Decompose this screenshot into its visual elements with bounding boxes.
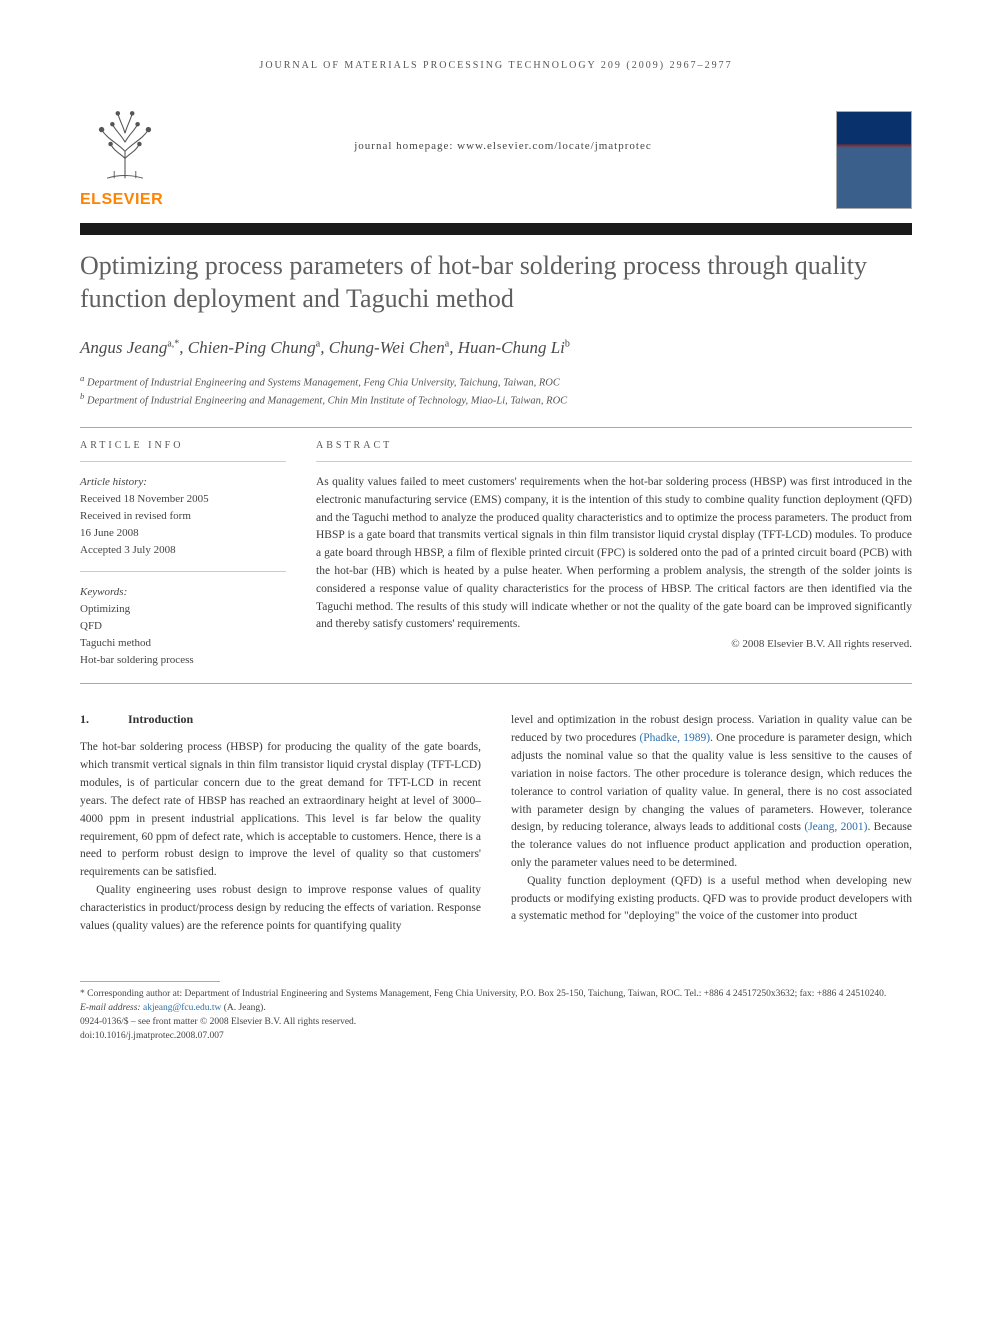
keyword: Hot-bar soldering process [80, 652, 286, 669]
affiliation-line: a Department of Industrial Engineering a… [80, 372, 912, 391]
divider [80, 683, 912, 684]
email-link[interactable]: akjeang@fcu.edu.tw [143, 1003, 221, 1013]
body-columns: 1.Introduction The hot-bar soldering pro… [80, 712, 912, 935]
author-mark: a,* [167, 338, 179, 349]
author-mark: a [316, 338, 320, 349]
abstract-text: As quality values failed to meet custome… [316, 474, 912, 634]
info-abstract-row: ARTICLE INFO Article history: Received 1… [80, 440, 912, 669]
history-accepted: Accepted 3 July 2008 [80, 542, 286, 559]
affiliation-line: b Department of Industrial Engineering a… [80, 390, 912, 409]
body-text: level and optimization in the robust des… [511, 712, 912, 926]
author-name: Angus Jeang [80, 338, 167, 357]
divider [316, 461, 912, 462]
publisher-block: ELSEVIER [80, 99, 170, 209]
keywords-block: Keywords: Optimizing QFD Taguchi method … [80, 584, 286, 669]
citation-link[interactable]: (Phadke, 1989) [639, 732, 710, 744]
history-received: Received 18 November 2005 [80, 491, 286, 508]
author-mark: b [565, 338, 570, 349]
keyword: Optimizing [80, 601, 286, 618]
doi-line: doi:10.1016/j.jmatprotec.2008.07.007 [80, 1030, 912, 1044]
authors-list: Angus Jeanga,*, Chien-Ping Chunga, Chung… [80, 338, 912, 358]
keywords-label: Keywords: [80, 584, 286, 601]
history-revised: Received in revised form [80, 508, 286, 525]
divider [80, 461, 286, 462]
publisher-name: ELSEVIER [80, 191, 163, 209]
section-heading: 1.Introduction [80, 712, 481, 727]
journal-homepage: journal homepage: www.elsevier.com/locat… [170, 140, 836, 168]
article-history: Article history: Received 18 November 20… [80, 474, 286, 559]
history-label: Article history: [80, 474, 286, 491]
section-title: Introduction [128, 712, 193, 726]
corresponding-author-note: * Corresponding author at: Department of… [80, 988, 912, 1002]
footnotes: * Corresponding author at: Department of… [80, 988, 912, 1043]
body-column-right: level and optimization in the robust des… [511, 712, 912, 935]
divider [80, 571, 286, 572]
article-info-column: ARTICLE INFO Article history: Received 1… [80, 440, 286, 669]
author-name: Chien-Ping Chung [188, 338, 316, 357]
keyword: Taguchi method [80, 635, 286, 652]
history-revised-date: 16 June 2008 [80, 525, 286, 542]
citation-link[interactable]: (Jeang, 2001) [804, 821, 867, 833]
email-line: E-mail address: akjeang@fcu.edu.tw (A. J… [80, 1002, 912, 1016]
author-name: Huan-Chung Li [458, 338, 565, 357]
divider [80, 427, 912, 428]
author-name: Chung-Wei Chen [329, 338, 445, 357]
affiliations: a Department of Industrial Engineering a… [80, 372, 912, 409]
paragraph: The hot-bar soldering process (HBSP) for… [80, 739, 481, 882]
footnote-divider [80, 981, 220, 982]
author-mark: a [445, 338, 449, 349]
article-title: Optimizing process parameters of hot-bar… [80, 249, 912, 316]
body-text: The hot-bar soldering process (HBSP) for… [80, 739, 481, 935]
paragraph: Quality function deployment (QFD) is a u… [511, 873, 912, 926]
section-number: 1. [80, 712, 128, 727]
article-info-heading: ARTICLE INFO [80, 440, 286, 451]
copyright: © 2008 Elsevier B.V. All rights reserved… [316, 638, 912, 650]
paragraph: level and optimization in the robust des… [511, 712, 912, 872]
publisher-tree-icon [80, 99, 170, 189]
running-head: JOURNAL OF MATERIALS PROCESSING TECHNOLO… [80, 60, 912, 71]
abstract-heading: ABSTRACT [316, 440, 912, 451]
body-column-left: 1.Introduction The hot-bar soldering pro… [80, 712, 481, 935]
abstract-column: ABSTRACT As quality values failed to mee… [316, 440, 912, 669]
title-bar [80, 223, 912, 235]
keyword: QFD [80, 618, 286, 635]
journal-cover-thumbnail [836, 111, 912, 209]
journal-header: ELSEVIER journal homepage: www.elsevier.… [80, 99, 912, 209]
issn-line: 0924-0136/$ – see front matter © 2008 El… [80, 1016, 912, 1030]
paragraph: Quality engineering uses robust design t… [80, 882, 481, 935]
